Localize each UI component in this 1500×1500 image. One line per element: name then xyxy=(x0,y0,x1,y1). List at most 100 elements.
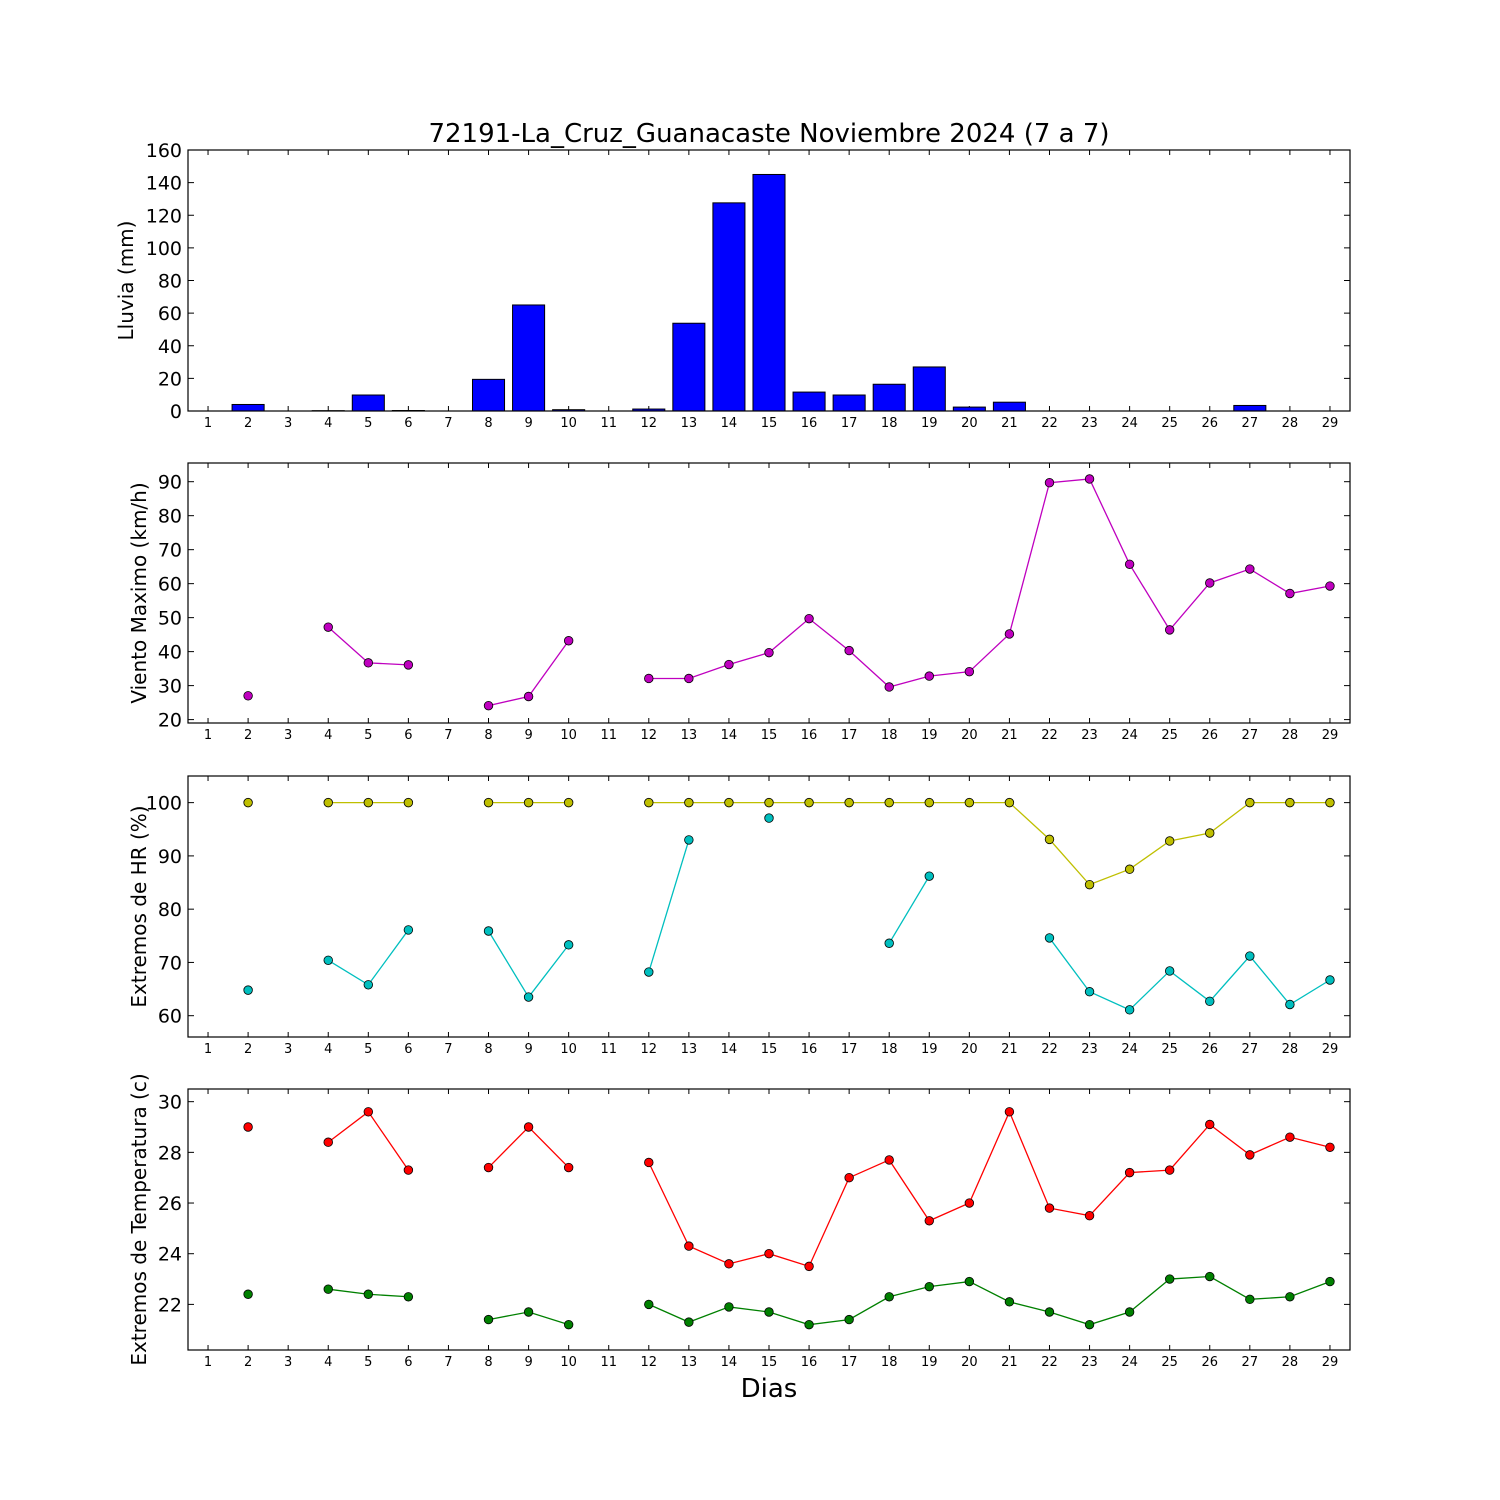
wind-xtick-label: 26 xyxy=(1201,728,1218,743)
wind-series-1-point xyxy=(964,666,975,677)
wind-xtick-label: 13 xyxy=(681,728,698,743)
rain-xtick-label: 14 xyxy=(721,416,738,431)
temperature-series-1-point xyxy=(1164,1165,1175,1175)
wind-series-1-point xyxy=(1245,564,1255,574)
humidity-ytick-label: 100 xyxy=(146,793,182,815)
humidity-series-1-point xyxy=(1245,797,1255,808)
humidity-xtick-label: 28 xyxy=(1282,1042,1299,1057)
wind-xtick-label: 28 xyxy=(1282,728,1299,743)
humidity-series-1-point xyxy=(804,797,814,808)
humidity-xtick-label: 23 xyxy=(1081,1042,1098,1057)
humidity-series-2-point xyxy=(563,940,574,950)
temperature-xtick-label: 1 xyxy=(204,1355,212,1370)
humidity-xtick-label: 14 xyxy=(721,1042,738,1057)
humidity-xtick-label: 15 xyxy=(761,1042,778,1057)
temperature-series-2-point xyxy=(884,1292,894,1302)
temperature-series-1-point xyxy=(644,1157,654,1168)
humidity-xtick-label: 4 xyxy=(324,1042,332,1057)
humidity-series-2-point xyxy=(1124,1005,1135,1015)
temperature-ytick-label: 28 xyxy=(158,1142,182,1164)
rain-xtick-label: 6 xyxy=(404,416,412,431)
humidity-series-2-point xyxy=(1044,933,1055,943)
rain-bar xyxy=(912,366,946,412)
humidity-xtick-label: 25 xyxy=(1161,1042,1178,1057)
temperature-xtick-label: 28 xyxy=(1282,1355,1299,1370)
rain-xtick-label: 17 xyxy=(841,416,858,431)
rain-xtick-label: 26 xyxy=(1201,416,1218,431)
humidity-xtick-label: 29 xyxy=(1322,1042,1339,1057)
temperature-xtick-label: 11 xyxy=(600,1355,617,1370)
wind-series-1-point xyxy=(403,660,414,670)
rain-bar xyxy=(792,391,826,412)
temperature-series-1-point xyxy=(684,1241,694,1251)
humidity-series-1-point xyxy=(684,797,694,808)
humidity-xtick-label: 27 xyxy=(1242,1042,1259,1057)
rain-ytick-label: 20 xyxy=(158,368,182,390)
humidity-ytick-label: 90 xyxy=(158,846,182,868)
temperature-series-1-point xyxy=(483,1162,494,1173)
temperature-series-1-point xyxy=(1325,1142,1335,1152)
rain-xtick-label: 2 xyxy=(244,416,252,431)
temperature-xtick-label: 2 xyxy=(244,1355,252,1370)
temperature-xtick-label: 4 xyxy=(324,1355,332,1370)
wind-xtick-label: 22 xyxy=(1041,728,1058,743)
humidity-series-2-point xyxy=(363,980,374,990)
humidity-xtick-label: 20 xyxy=(961,1042,978,1057)
wind-xtick-label: 10 xyxy=(560,728,577,743)
wind-series-1-point xyxy=(764,647,774,658)
temperature-xtick-label: 24 xyxy=(1121,1355,1138,1370)
rain-ytick-label: 160 xyxy=(146,140,182,162)
humidity-series-1-point xyxy=(1084,879,1095,890)
temperature-series-2-point xyxy=(724,1302,734,1312)
humidity-series-2-point xyxy=(1325,975,1335,985)
wind-xtick-label: 15 xyxy=(761,728,778,743)
rain-xtick-label: 27 xyxy=(1242,416,1259,431)
humidity-series-1-point xyxy=(724,797,734,808)
temperature-series-1-point xyxy=(1044,1203,1055,1213)
wind-xtick-label: 20 xyxy=(961,728,978,743)
rain-xtick-label: 21 xyxy=(1001,416,1018,431)
temperature-series-2-point xyxy=(844,1314,854,1325)
temperature-xtick-label: 27 xyxy=(1242,1355,1259,1370)
temperature-series-2-line xyxy=(648,1275,1331,1326)
wind-series-1-point xyxy=(1285,588,1295,599)
humidity-series-1-point xyxy=(1044,834,1055,845)
temperature-series-2-point xyxy=(1044,1307,1055,1317)
temperature-series-1-point xyxy=(844,1172,854,1183)
humidity-xtick-label: 11 xyxy=(600,1042,617,1057)
rain-bar xyxy=(712,202,746,412)
temperature-xtick-label: 10 xyxy=(560,1355,577,1370)
humidity-series-1-line xyxy=(648,801,1330,886)
humidity-series-1-point xyxy=(323,797,333,808)
temperature-xtick-label: 19 xyxy=(921,1355,938,1370)
humidity-xtick-label: 8 xyxy=(484,1042,492,1057)
rain-ytick-label: 40 xyxy=(158,336,182,358)
humidity-series-1-point xyxy=(1205,828,1215,838)
wind-series-1-point xyxy=(1164,625,1175,635)
wind-xtick-label: 23 xyxy=(1081,728,1098,743)
humidity-series-1-point xyxy=(243,797,253,808)
humidity-xtick-label: 21 xyxy=(1001,1042,1018,1057)
wind-series-1-point xyxy=(724,659,734,670)
rain-xtick-label: 13 xyxy=(681,416,698,431)
rain-ytick-label: 0 xyxy=(170,401,182,423)
temperature-series-1-point xyxy=(724,1259,734,1269)
humidity-series-1-point xyxy=(483,797,494,808)
wind-series-1-point xyxy=(1004,629,1015,639)
rain-xtick-label: 22 xyxy=(1041,416,1058,431)
rain-y-axis-label: Lluvia (mm) xyxy=(114,221,138,341)
humidity-series-2-point xyxy=(483,926,494,936)
temperature-series-1-point xyxy=(764,1249,774,1259)
humidity-series-2-point xyxy=(403,925,414,935)
temperature-series-1-point xyxy=(363,1107,374,1117)
rain-bar xyxy=(992,401,1026,412)
temperature-series-2-point xyxy=(243,1289,253,1299)
wind-series-1-point xyxy=(563,636,574,646)
temperature-xtick-label: 3 xyxy=(284,1355,292,1370)
wind-xtick-label: 27 xyxy=(1242,728,1259,743)
wind-ytick-label: 80 xyxy=(158,506,182,528)
humidity-xtick-label: 13 xyxy=(681,1042,698,1057)
